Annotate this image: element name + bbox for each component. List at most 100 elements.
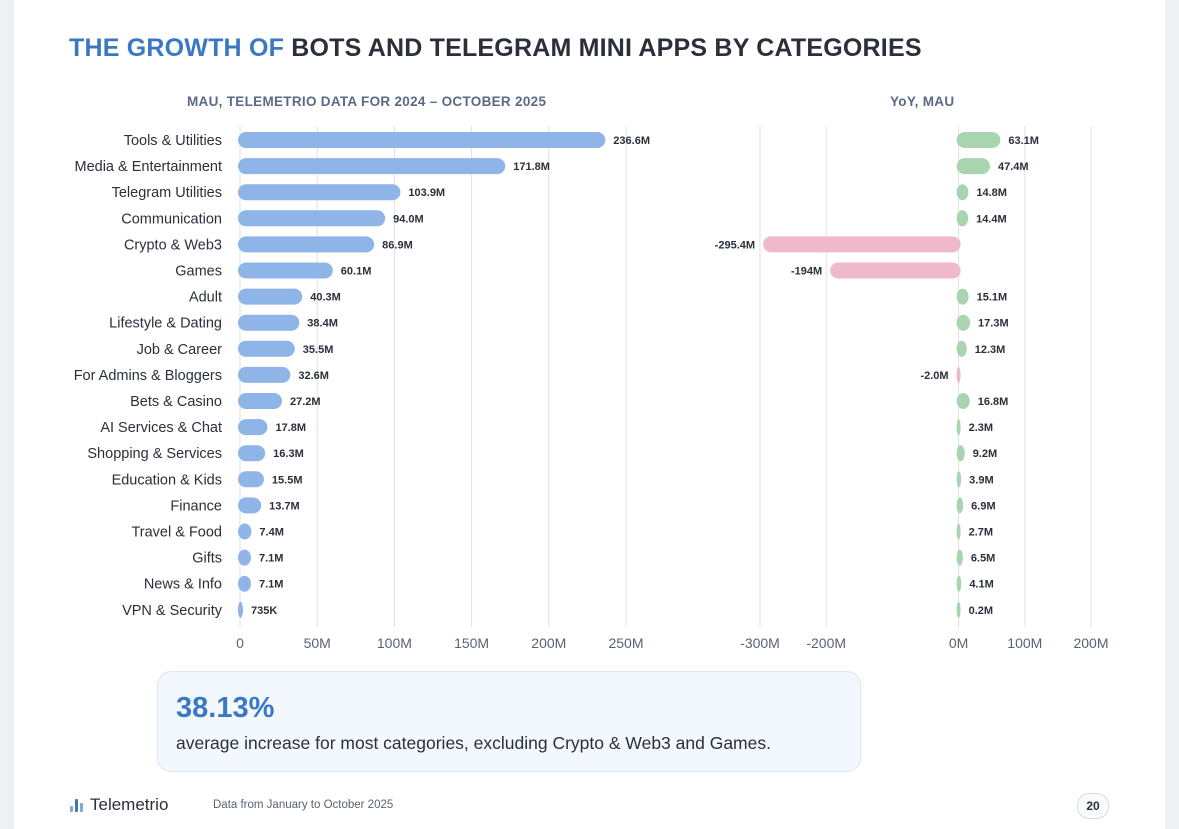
- yoy-bar-positive: [956, 497, 964, 514]
- callout-value: 38.13%: [176, 692, 275, 724]
- mau-bar: [238, 523, 252, 540]
- mau-bar: [238, 549, 251, 566]
- mau-tick-label: 0: [236, 635, 244, 651]
- yoy-bar-positive: [956, 471, 962, 488]
- mau-chart-title: MAU, TELEMETRIO DATA FOR 2024 – OCTOBER …: [187, 94, 547, 109]
- yoy-tick-label: 200M: [1073, 635, 1108, 651]
- category-label: Lifestyle & Dating: [109, 316, 222, 332]
- mau-value-label: 7.1M: [259, 553, 283, 565]
- yoy-bar-positive: [956, 601, 961, 618]
- mau-bar: [238, 393, 282, 409]
- mau-bar: [238, 601, 243, 618]
- yoy-bar-positive: [956, 158, 990, 175]
- mau-bar: [238, 340, 295, 357]
- yoy-value-label: 16.8M: [978, 396, 1009, 408]
- mau-bar: [238, 497, 262, 514]
- category-label: Games: [175, 264, 222, 280]
- mau-value-label: 35.5M: [303, 344, 334, 356]
- mau-value-label: 86.9M: [382, 239, 413, 251]
- category-label: Education & Kids: [112, 472, 222, 488]
- mau-bar: [238, 210, 386, 227]
- yoy-value-label: 63.1M: [1008, 135, 1039, 147]
- mau-value-label: 32.6M: [298, 370, 329, 382]
- yoy-bar-positive: [956, 340, 967, 357]
- category-label: AI Services & Chat: [100, 420, 222, 436]
- yoy-bar-positive: [956, 445, 965, 462]
- mau-bar: [238, 236, 375, 253]
- yoy-value-label: 4.1M: [969, 579, 993, 591]
- mau-value-label: 236.6M: [613, 135, 650, 147]
- mau-tick-label: 200M: [531, 635, 566, 651]
- yoy-bar-positive: [956, 575, 962, 592]
- yoy-value-label: 14.8M: [976, 187, 1007, 199]
- mau-tick-label: 100M: [377, 635, 412, 651]
- yoy-bar-positive: [956, 288, 969, 305]
- yoy-tick-label: -300M: [740, 635, 780, 651]
- mau-value-label: 171.8M: [513, 161, 550, 173]
- yoy-value-label: 6.9M: [971, 500, 995, 512]
- category-label: Travel & Food: [131, 525, 222, 541]
- yoy-tick-label: 0M: [949, 635, 968, 651]
- page-title: THE GROWTH OF BOTS AND TELEGRAM MINI APP…: [69, 34, 922, 63]
- yoy-value-label: -295.4M: [715, 239, 755, 251]
- yoy-value-label: 9.2M: [973, 448, 997, 460]
- mau-bar: [238, 471, 264, 488]
- mau-tick-label: 50M: [304, 635, 331, 651]
- mau-bar: [238, 288, 303, 305]
- yoy-bar-positive: [956, 523, 961, 540]
- yoy-value-label: 3.9M: [969, 474, 993, 486]
- title-rest: BOTS AND TELEGRAM MINI APPS BY CATEGORIE…: [291, 34, 922, 62]
- yoy-tick-label: -200M: [806, 635, 846, 651]
- charts-svg: 0 50M 100M 150M 200M 250M Tools & Utilities 236…: [74, 126, 1109, 651]
- yoy-value-label: 2.7M: [969, 527, 993, 539]
- mau-value-label: 94.0M: [393, 213, 424, 225]
- yoy-tick-label: 100M: [1007, 635, 1042, 651]
- footer-note: Data from January to October 2025: [213, 799, 394, 811]
- yoy-value-label: 2.3M: [969, 422, 993, 434]
- mau-tick-label: 150M: [454, 635, 489, 651]
- mau-bar: [238, 314, 300, 331]
- footer-brand: Telemetrio: [90, 795, 169, 814]
- category-label: For Admins & Bloggers: [74, 368, 222, 384]
- title-accent: THE GROWTH OF: [69, 34, 285, 62]
- mau-bar: [238, 184, 401, 201]
- mau-tick-label: 250M: [608, 635, 643, 651]
- category-label: Adult: [189, 290, 222, 306]
- mau-bar: [238, 575, 251, 592]
- yoy-bar-positive: [956, 184, 969, 201]
- yoy-bar-positive: [956, 549, 963, 566]
- category-label: News & Info: [144, 577, 222, 593]
- mau-value-label: 735K: [251, 605, 277, 617]
- mau-value-label: 38.4M: [307, 318, 338, 330]
- yoy-bar-positive: [956, 419, 961, 436]
- yoy-value-label: 15.1M: [977, 292, 1008, 304]
- yoy-bar-positive: [956, 314, 971, 331]
- category-label: Telegram Utilities: [112, 185, 222, 201]
- mau-bar: [238, 366, 291, 383]
- footer-logo: Telemetrio: [70, 795, 168, 815]
- yoy-bar-positive: [956, 132, 1001, 148]
- mau-value-label: 40.3M: [310, 292, 341, 304]
- report-page: THE GROWTH OF BOTS AND TELEGRAM MINI APP…: [14, 0, 1165, 829]
- mau-bar: [238, 132, 606, 148]
- yoy-value-label: 17.3M: [978, 318, 1009, 330]
- category-label: Finance: [170, 498, 222, 514]
- yoy-value-label: 6.5M: [971, 553, 995, 565]
- yoy-value-label: 47.4M: [998, 161, 1029, 173]
- page-number: 20: [1077, 793, 1109, 819]
- category-label: Job & Career: [137, 342, 223, 358]
- yoy-bar-positive: [956, 393, 970, 409]
- yoy-bar-negative: [956, 366, 961, 383]
- telemetrio-logo-icon: [70, 798, 83, 812]
- category-label: Gifts: [192, 551, 222, 567]
- yoy-bar-negative: [830, 262, 961, 279]
- mau-value-label: 7.4M: [259, 527, 283, 539]
- mau-value-label: 16.3M: [273, 448, 304, 460]
- yoy-chart-title: YoY, MAU: [890, 94, 955, 109]
- mau-value-label: 17.8M: [275, 422, 306, 434]
- mau-bar: [238, 262, 333, 279]
- category-label: Communication: [121, 211, 222, 227]
- mau-value-label: 13.7M: [269, 500, 300, 512]
- summary-callout: 38.13% average increase for most categor…: [157, 671, 861, 772]
- yoy-value-label: 0.2M: [969, 605, 993, 617]
